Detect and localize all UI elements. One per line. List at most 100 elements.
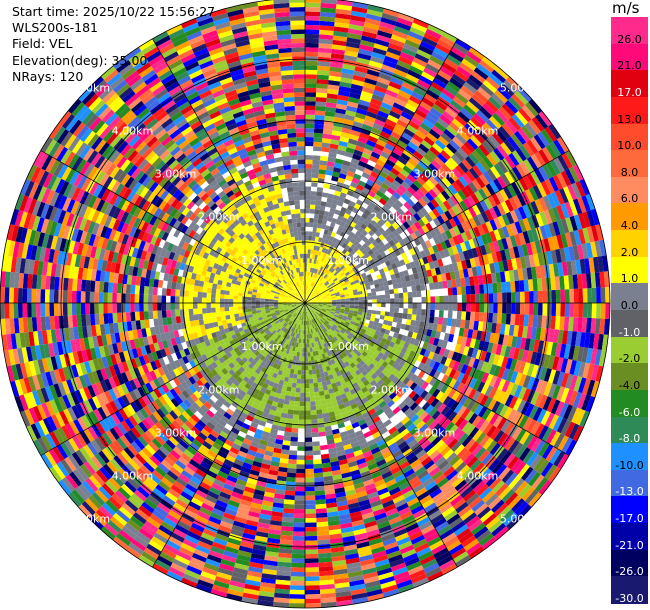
- range-gate: [134, 303, 140, 312]
- range-gate: [465, 155, 476, 168]
- range-gate: [315, 97, 327, 103]
- range-gate: [282, 88, 294, 94]
- range-gate: [192, 297, 198, 303]
- range-gate: [308, 226, 313, 232]
- range-gate: [443, 128, 456, 140]
- range-gate: [313, 277, 316, 283]
- range-gate: [473, 67, 489, 80]
- range-gate: [301, 267, 304, 272]
- range-gate: [462, 250, 470, 260]
- range-gate: [309, 300, 314, 303]
- range-gate: [515, 291, 521, 303]
- range-gate: [419, 173, 429, 183]
- range-gate: [522, 217, 532, 231]
- range-gate: [321, 219, 328, 225]
- range-gate: [321, 192, 329, 198]
- range-gate: [303, 289, 305, 295]
- range-gate: [305, 213, 310, 218]
- range-gate: [411, 267, 418, 274]
- range-gate: [330, 203, 337, 210]
- range-gate: [319, 266, 324, 271]
- range-gate: [521, 243, 529, 257]
- range-gate: [237, 296, 243, 300]
- range-gate: [116, 283, 123, 294]
- range-gate: [338, 278, 344, 283]
- range-gate: [193, 285, 199, 292]
- range-gate: [369, 131, 380, 140]
- range-gate: [468, 206, 477, 218]
- range-gate: [314, 241, 319, 246]
- range-gate: [318, 169, 326, 175]
- range-gate: [352, 289, 358, 293]
- range-gate: [287, 132, 297, 138]
- range-gate: [586, 210, 596, 227]
- range-gate: [366, 255, 373, 262]
- range-gate: [308, 240, 312, 245]
- range-gate: [348, 200, 356, 208]
- range-gate: [380, 294, 386, 299]
- range-gate: [311, 282, 315, 287]
- range-gate: [22, 288, 28, 303]
- range-gate: [417, 235, 425, 244]
- range-gate: [395, 188, 404, 197]
- range-gate: [202, 292, 207, 298]
- range-gate: [488, 207, 498, 220]
- range-gate: [357, 266, 364, 272]
- range-gate: [345, 175, 354, 182]
- range-gate: [67, 290, 73, 303]
- range-gate: [237, 306, 243, 310]
- range-gate: [392, 203, 401, 211]
- range-gate: [427, 201, 436, 211]
- range-gate: [533, 253, 540, 267]
- range-gate: [505, 211, 515, 225]
- range-gate: [354, 169, 364, 176]
- range-gate: [206, 292, 212, 299]
- range-gate: [71, 290, 77, 303]
- range-gate: [313, 213, 319, 219]
- range-gate: [406, 198, 415, 207]
- range-gate: [334, 233, 340, 240]
- range-gate: [347, 241, 353, 248]
- range-gate: [483, 197, 493, 210]
- range-gate: [365, 194, 374, 202]
- range-gate: [309, 285, 312, 291]
- range-gate: [468, 276, 475, 286]
- range-gate: [315, 279, 319, 284]
- range-gate: [309, 298, 314, 302]
- range-gate: [317, 270, 322, 275]
- range-gate: [255, 297, 261, 301]
- range-gate: [503, 79, 518, 94]
- range-gate: [281, 79, 294, 85]
- range-gate: [403, 269, 409, 277]
- range-gate: [550, 276, 556, 291]
- range-gate: [371, 291, 377, 296]
- range-gate: [514, 130, 527, 145]
- range-gate: [321, 285, 326, 289]
- range-gate: [341, 274, 347, 279]
- range-gate: [458, 251, 466, 262]
- range-gate: [564, 232, 573, 247]
- range-gate: [442, 110, 455, 122]
- range-gate: [447, 207, 457, 218]
- range-gate: [572, 245, 580, 261]
- range-gate: [347, 101, 359, 108]
- range-gate: [305, 78, 317, 84]
- range-gate: [485, 119, 499, 132]
- range-gate: [305, 38, 319, 44]
- range-gate: [390, 76, 404, 86]
- range-gate: [339, 246, 345, 253]
- range-gate: [351, 227, 358, 235]
- range-gate: [551, 289, 557, 303]
- range-gate: [332, 285, 337, 289]
- range-gate: [376, 201, 384, 209]
- range-gate: [378, 268, 385, 275]
- range-gate: [393, 211, 402, 219]
- range-gate: [317, 52, 332, 58]
- range-gate: [298, 168, 305, 174]
- range-gate: [294, 204, 301, 210]
- range-gate: [454, 150, 465, 162]
- range-gate: [423, 248, 431, 257]
- range-gate: [336, 268, 342, 273]
- range-gate: [394, 249, 401, 257]
- range-gate: [80, 303, 86, 315]
